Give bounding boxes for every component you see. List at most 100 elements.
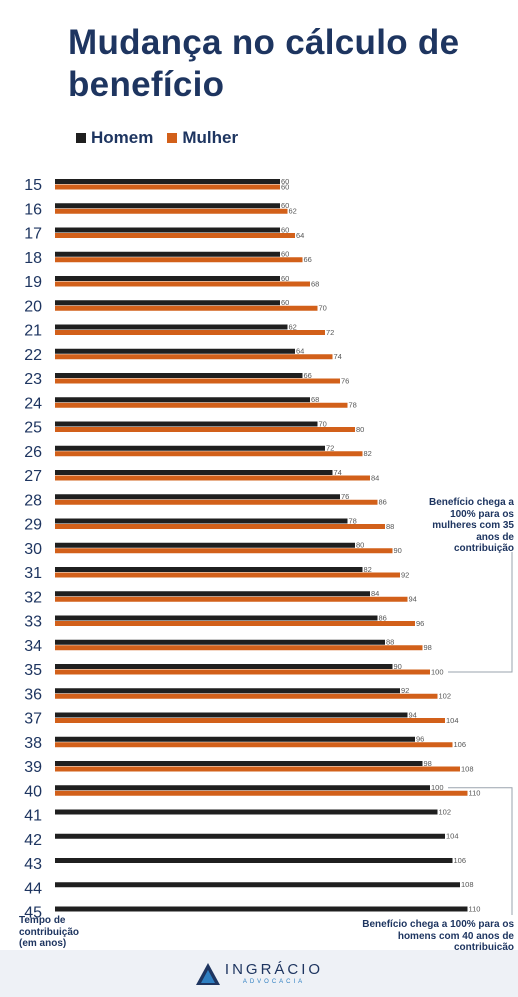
legend-label-mulher: Mulher bbox=[182, 128, 239, 147]
data-label-mulher-21: 72 bbox=[326, 328, 334, 337]
tick-label-28: 28 bbox=[24, 492, 42, 509]
data-label-mulher-30: 90 bbox=[394, 546, 402, 555]
bar-homem-25 bbox=[55, 421, 318, 427]
bar-mulher-27 bbox=[55, 475, 370, 481]
bar-mulher-19 bbox=[55, 281, 310, 287]
tick-label-35: 35 bbox=[24, 662, 42, 679]
tick-label-45: 45 bbox=[24, 905, 42, 922]
bar-mulher-32 bbox=[55, 596, 408, 602]
legend-item-homem: Homem bbox=[76, 128, 153, 148]
bar-mulher-38 bbox=[55, 742, 453, 748]
bar-homem-21 bbox=[55, 324, 288, 330]
data-label-homem-36: 92 bbox=[401, 686, 409, 695]
data-label-homem-43: 106 bbox=[454, 856, 467, 865]
tick-label-17: 17 bbox=[24, 226, 42, 243]
tick-label-38: 38 bbox=[24, 735, 42, 752]
legend-swatch-mulher bbox=[167, 133, 178, 143]
bar-homem-26 bbox=[55, 445, 325, 451]
data-label-mulher-39: 108 bbox=[461, 764, 474, 773]
tick-label-29: 29 bbox=[24, 517, 42, 534]
bar-mulher-23 bbox=[55, 378, 340, 384]
brand-subtitle: ADVOCACIA bbox=[242, 978, 306, 985]
bar-homem-42 bbox=[55, 833, 445, 839]
bar-mulher-21 bbox=[55, 330, 325, 335]
legend-item-mulher: Mulher bbox=[167, 128, 238, 148]
bar-homem-28 bbox=[55, 494, 340, 500]
tick-label-30: 30 bbox=[24, 541, 42, 558]
tick-label-21: 21 bbox=[24, 323, 42, 340]
tick-label-42: 42 bbox=[24, 832, 42, 849]
tick-label-37: 37 bbox=[24, 711, 42, 728]
bar-homem-41 bbox=[55, 809, 438, 815]
tick-label-16: 16 bbox=[24, 201, 42, 218]
bar-mulher-15 bbox=[55, 184, 280, 190]
data-label-homem-28: 76 bbox=[341, 492, 349, 501]
data-label-homem-16: 60 bbox=[281, 201, 289, 210]
data-label-homem-34: 88 bbox=[386, 638, 394, 647]
data-label-mulher-40: 110 bbox=[469, 789, 481, 798]
bar-mulher-30 bbox=[55, 548, 393, 554]
data-label-homem-25: 70 bbox=[319, 419, 327, 428]
bar-homem-45 bbox=[55, 906, 468, 912]
data-label-homem-30: 80 bbox=[356, 541, 364, 550]
bar-homem-30 bbox=[55, 542, 355, 548]
tick-label-39: 39 bbox=[24, 759, 42, 776]
bar-mulher-24 bbox=[55, 402, 348, 408]
bar-homem-20 bbox=[55, 300, 280, 306]
tick-label-25: 25 bbox=[24, 420, 42, 437]
bar-homem-31 bbox=[55, 567, 363, 572]
tick-label-32: 32 bbox=[24, 589, 42, 606]
bar-mulher-31 bbox=[55, 572, 400, 578]
data-label-homem-23: 66 bbox=[304, 371, 312, 380]
bar-homem-43 bbox=[55, 858, 453, 863]
data-label-mulher-22: 74 bbox=[334, 352, 342, 361]
data-label-homem-44: 108 bbox=[461, 880, 474, 889]
bar-homem-22 bbox=[55, 348, 295, 354]
bar-homem-29 bbox=[55, 518, 348, 524]
bar-homem-27 bbox=[55, 470, 333, 475]
bar-homem-37 bbox=[55, 712, 408, 718]
chart-title: Mudança no cálculo de benefício bbox=[68, 23, 460, 104]
bar-mulher-20 bbox=[55, 305, 318, 311]
tick-label-34: 34 bbox=[24, 638, 42, 655]
bar-homem-18 bbox=[55, 251, 280, 257]
annotation-men-100: Benefício chega a 100% para os homens co… bbox=[362, 919, 514, 953]
data-label-mulher-36: 102 bbox=[439, 692, 452, 701]
data-label-mulher-20: 70 bbox=[319, 304, 327, 313]
tick-label-23: 23 bbox=[24, 371, 42, 388]
triangle-logo-icon bbox=[195, 962, 220, 985]
legend-swatch-homem bbox=[76, 133, 86, 143]
annotation-line-women bbox=[448, 552, 513, 673]
footer: INGRÁCIO ADVOCACIA bbox=[0, 950, 518, 997]
data-label-mulher-27: 84 bbox=[371, 473, 379, 482]
data-label-homem-37: 94 bbox=[409, 710, 417, 719]
bar-homem-40 bbox=[55, 785, 430, 791]
tick-label-26: 26 bbox=[24, 444, 42, 461]
data-label-homem-32: 84 bbox=[371, 589, 379, 598]
data-label-mulher-18: 66 bbox=[304, 255, 312, 264]
bar-mulher-18 bbox=[55, 257, 303, 263]
data-label-homem-27: 74 bbox=[334, 468, 342, 477]
bar-homem-38 bbox=[55, 736, 415, 742]
bar-mulher-17 bbox=[55, 233, 295, 238]
tick-label-44: 44 bbox=[24, 880, 42, 897]
bar-homem-36 bbox=[55, 688, 400, 694]
data-label-mulher-17: 64 bbox=[296, 231, 304, 240]
data-label-homem-41: 102 bbox=[439, 807, 452, 816]
bar-mulher-28 bbox=[55, 499, 378, 505]
data-label-homem-22: 64 bbox=[296, 347, 304, 356]
data-label-mulher-34: 98 bbox=[424, 643, 432, 652]
data-label-mulher-15: 60 bbox=[281, 182, 289, 191]
bar-homem-35 bbox=[55, 664, 393, 669]
bar-homem-15 bbox=[55, 179, 280, 184]
bar-homem-39 bbox=[55, 761, 423, 766]
brand-name: INGRÁCIO bbox=[224, 960, 324, 978]
bar-homem-16 bbox=[55, 203, 280, 209]
data-label-mulher-38: 106 bbox=[454, 740, 467, 749]
bar-mulher-22 bbox=[55, 354, 333, 360]
bar-homem-24 bbox=[55, 397, 310, 403]
data-label-mulher-29: 88 bbox=[386, 522, 394, 531]
bar-mulher-16 bbox=[55, 208, 288, 214]
data-label-mulher-25: 80 bbox=[356, 425, 364, 434]
